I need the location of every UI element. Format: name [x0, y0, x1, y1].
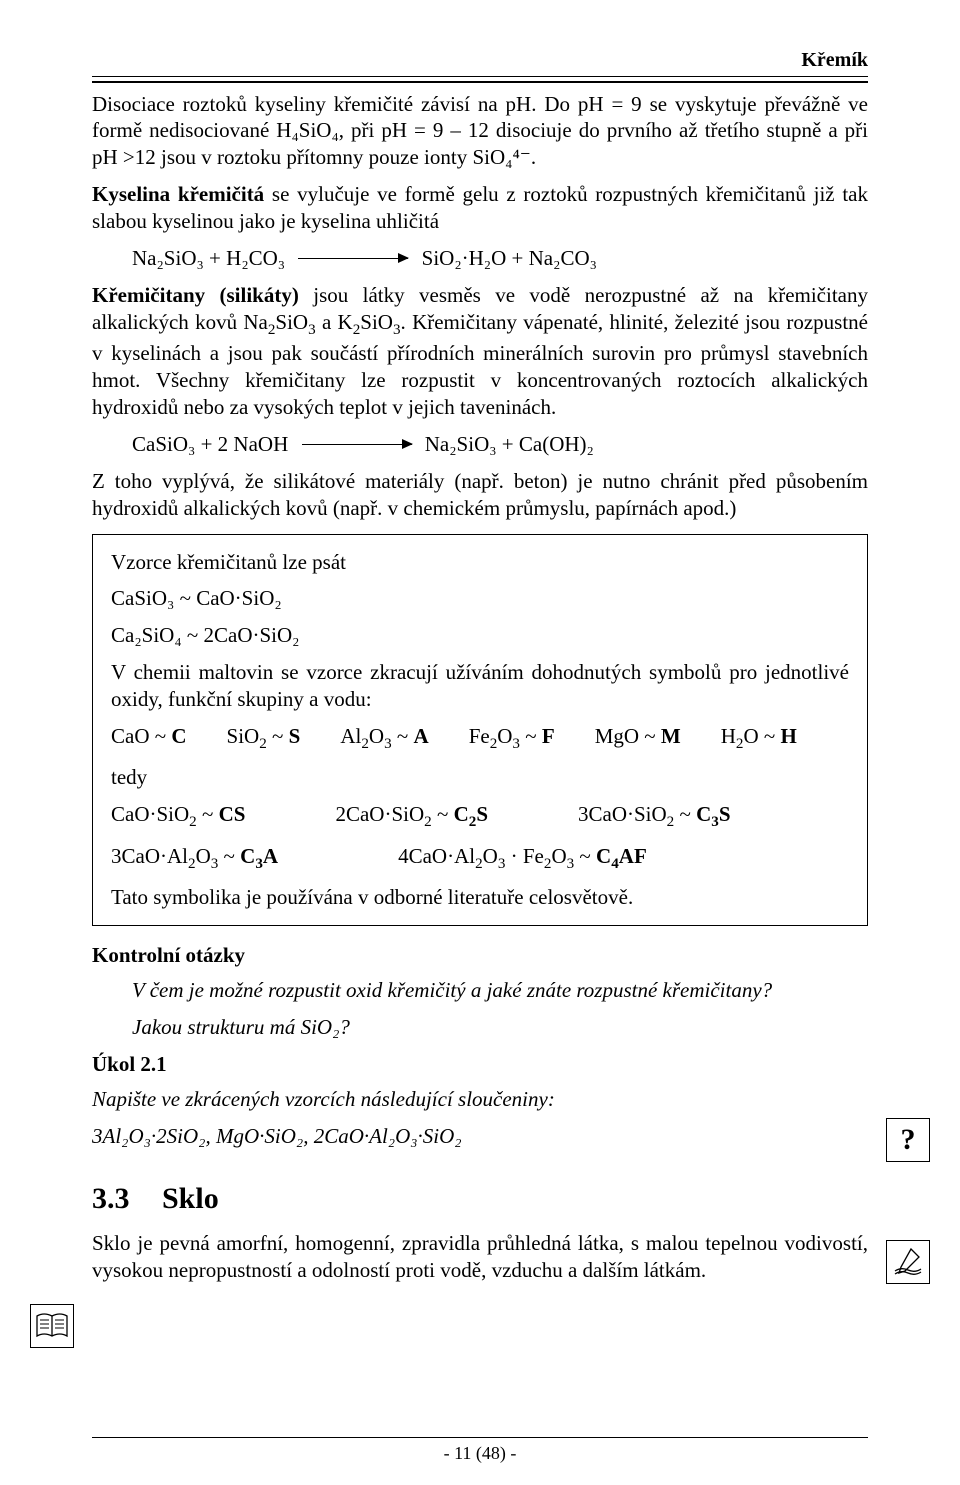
arrow-icon [302, 444, 412, 445]
equation: CaSiO₃ + 2 NaOH Na₂SiO₃ + Ca(OH)₂ [92, 431, 868, 458]
eq-lhs: CaSiO₃ + 2 NaOH [132, 432, 288, 456]
question-mark-icon: ? [886, 1118, 930, 1162]
compound-row: CaO·SiO2 ~ CS 2CaO·SiO2 ~ C2S 3CaO·SiO2 … [111, 801, 849, 833]
equation: Na₂SiO₃ + H₂CO₃ SiO₂·H₂O + Na₂CO₃ [92, 245, 868, 272]
open-book-icon [34, 1308, 70, 1344]
eq-rhs: Na₂SiO₃ + Ca(OH)₂ [425, 432, 594, 456]
eq-lhs: Na₂SiO₃ + H₂CO₃ [132, 246, 285, 270]
section-number: 3.3 [92, 1180, 162, 1218]
symbol: H2O ~ H [721, 723, 797, 755]
compound: CaO·SiO2 ~ CS [111, 801, 245, 833]
symbol: Al2O3 ~ A [340, 723, 428, 755]
box-line: Ca₂SiO₄ ~ 2CaO·SiO₂ [111, 622, 849, 649]
compound: 3CaO·SiO2 ~ C3S [578, 801, 731, 833]
symbol: SiO2 ~ S [227, 723, 301, 755]
pencil-paper-icon [891, 1245, 925, 1279]
section-heading: 3.3Sklo [92, 1180, 868, 1218]
header-rule [92, 76, 868, 77]
paragraph: Křemičitany (silikáty) jsou látky vesměs… [92, 282, 868, 421]
box-line: Vzorce křemičitanů lze psát [111, 549, 849, 576]
eq-rhs: SiO₂·H₂O + Na₂CO₃ [422, 246, 597, 270]
compound-row: 3CaO·Al2O3 ~ C3A 4CaO·Al2O3 · Fe2O3 ~ C4… [111, 843, 849, 875]
paragraph: Sklo je pevná amorfní, homogenní, zpravi… [92, 1230, 868, 1284]
symbol: MgO ~ M [595, 723, 681, 755]
question: Jakou strukturu má SiO₂? [92, 1014, 868, 1041]
box-line: V chemii maltovin se vzorce zkracují uží… [111, 659, 849, 713]
task-text: Napište ve zkrácených vzorcích následují… [92, 1086, 868, 1113]
subheading: Úkol 2.1 [92, 1051, 868, 1078]
compound: 3CaO·Al2O3 ~ C3A [111, 843, 278, 875]
subheading: Kontrolní otázky [92, 942, 868, 969]
bold-term: Křemičitany (silikáty) [92, 283, 299, 307]
bold-term: Kyselina křemičitá [92, 182, 264, 206]
arrow-icon [298, 258, 408, 259]
info-box: Vzorce křemičitanů lze psát CaSiO₃ ~ CaO… [92, 534, 868, 927]
paragraph: Z toho vyplývá, že silikátové materiály … [92, 468, 868, 522]
section-title: Sklo [162, 1182, 219, 1215]
task-formulas: 3Al₂O₃·2SiO₂, MgO·SiO₂, 2CaO·Al₂O₃·SiO₂ [92, 1123, 868, 1150]
write-icon [886, 1240, 930, 1284]
box-line: CaSiO₃ ~ CaO·SiO₂ [111, 585, 849, 612]
paragraph: Kyselina křemičitá Kyselina křemičitá se… [92, 181, 868, 235]
symbol: CaO ~ C [111, 723, 187, 755]
symbol-row: CaO ~ C SiO2 ~ S Al2O3 ~ A Fe2O3 ~ F MgO… [111, 723, 849, 755]
box-line: tedy [111, 764, 849, 791]
question: V čem je možné rozpustit oxid křemičitý … [92, 977, 868, 1004]
symbol: Fe2O3 ~ F [469, 723, 555, 755]
page-footer: - 11 (48) - [92, 1437, 868, 1465]
chapter-title: Křemík [801, 49, 868, 71]
compound: 2CaO·SiO2 ~ C2S [335, 801, 488, 833]
paragraph: Disociace roztoků kyseliny křemičité záv… [92, 91, 868, 172]
box-line: Tato symbolika je používána v odborné li… [111, 884, 849, 911]
book-icon [30, 1304, 74, 1348]
compound: 4CaO·Al2O3 · Fe2O3 ~ C4AF [398, 843, 647, 875]
